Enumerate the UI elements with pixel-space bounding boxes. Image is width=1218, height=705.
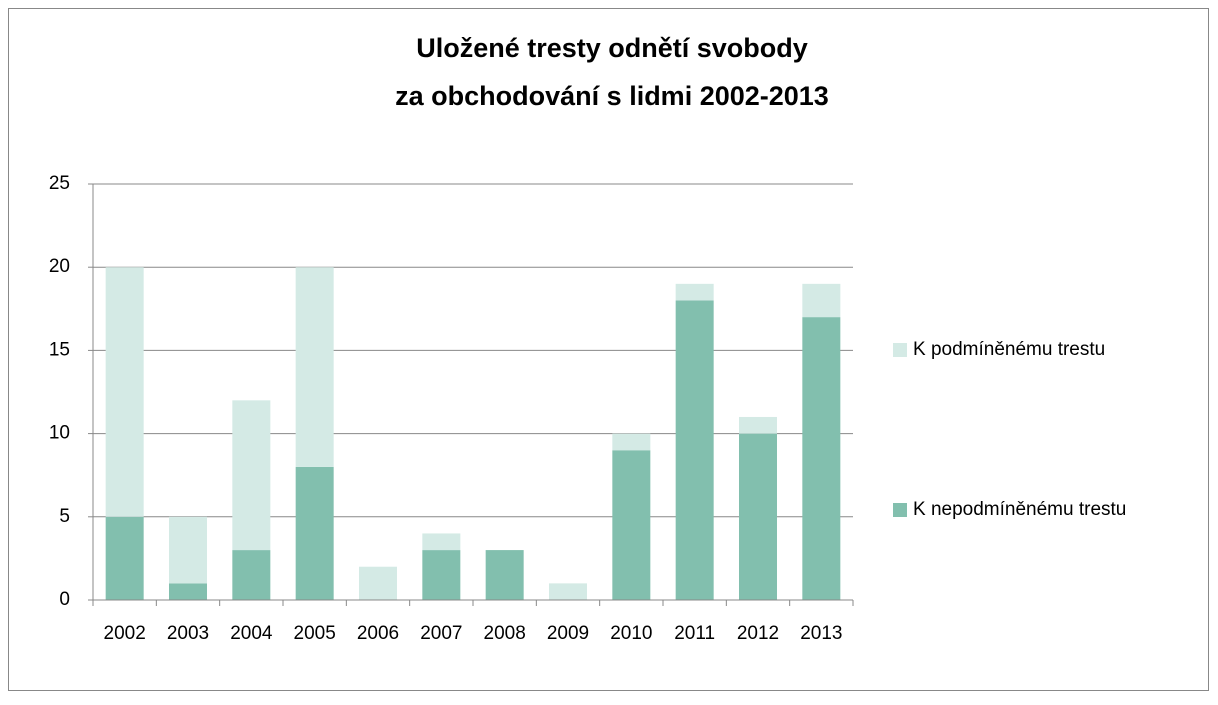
bar xyxy=(295,267,334,467)
bar xyxy=(422,550,461,600)
x-tick-label: 2005 xyxy=(294,623,336,644)
legend-label: K podmíněnému trestu xyxy=(913,339,1105,360)
bar xyxy=(485,550,524,600)
y-tick-label: 10 xyxy=(49,423,70,444)
legend-label: K nepodmíněnému trestu xyxy=(913,499,1126,520)
bar xyxy=(105,516,144,600)
x-tick-label: 2011 xyxy=(674,623,715,644)
bar xyxy=(612,433,651,451)
y-tick-label: 5 xyxy=(59,506,70,527)
x-tick-label: 2008 xyxy=(484,623,526,644)
chart-title: Uložené tresty odnětí svobody xyxy=(416,33,808,63)
y-tick-label: 25 xyxy=(49,173,70,194)
y-tick-label: 0 xyxy=(59,589,70,610)
x-tick-label: 2002 xyxy=(104,623,146,644)
x-tick-label: 2007 xyxy=(420,623,462,644)
bar xyxy=(422,533,461,551)
x-tick-label: 2004 xyxy=(230,623,273,644)
legend-swatch xyxy=(893,343,907,357)
bar xyxy=(232,400,271,551)
bar xyxy=(612,450,651,600)
bar xyxy=(739,433,777,600)
bar xyxy=(169,583,207,600)
y-tick-label: 20 xyxy=(49,256,70,277)
x-tick-label: 2009 xyxy=(547,623,589,644)
chart-border xyxy=(8,8,1209,691)
x-tick-label: 2012 xyxy=(737,623,779,644)
bar xyxy=(295,466,334,600)
chart-title: za obchodování s lidmi 2002-2013 xyxy=(395,81,829,111)
bar xyxy=(549,583,587,600)
bar xyxy=(802,317,841,600)
bar xyxy=(359,566,397,600)
legend-swatch xyxy=(893,503,907,517)
bar xyxy=(232,550,271,600)
x-tick-label: 2010 xyxy=(610,623,652,644)
bar xyxy=(675,300,714,600)
bar xyxy=(802,283,841,318)
y-tick-label: 15 xyxy=(49,339,70,360)
bar xyxy=(105,267,144,517)
x-tick-label: 2013 xyxy=(800,623,842,644)
x-tick-label: 2006 xyxy=(357,623,399,644)
bar xyxy=(169,516,207,584)
bar xyxy=(675,283,714,301)
x-tick-label: 2003 xyxy=(167,623,209,644)
bar xyxy=(739,416,777,434)
